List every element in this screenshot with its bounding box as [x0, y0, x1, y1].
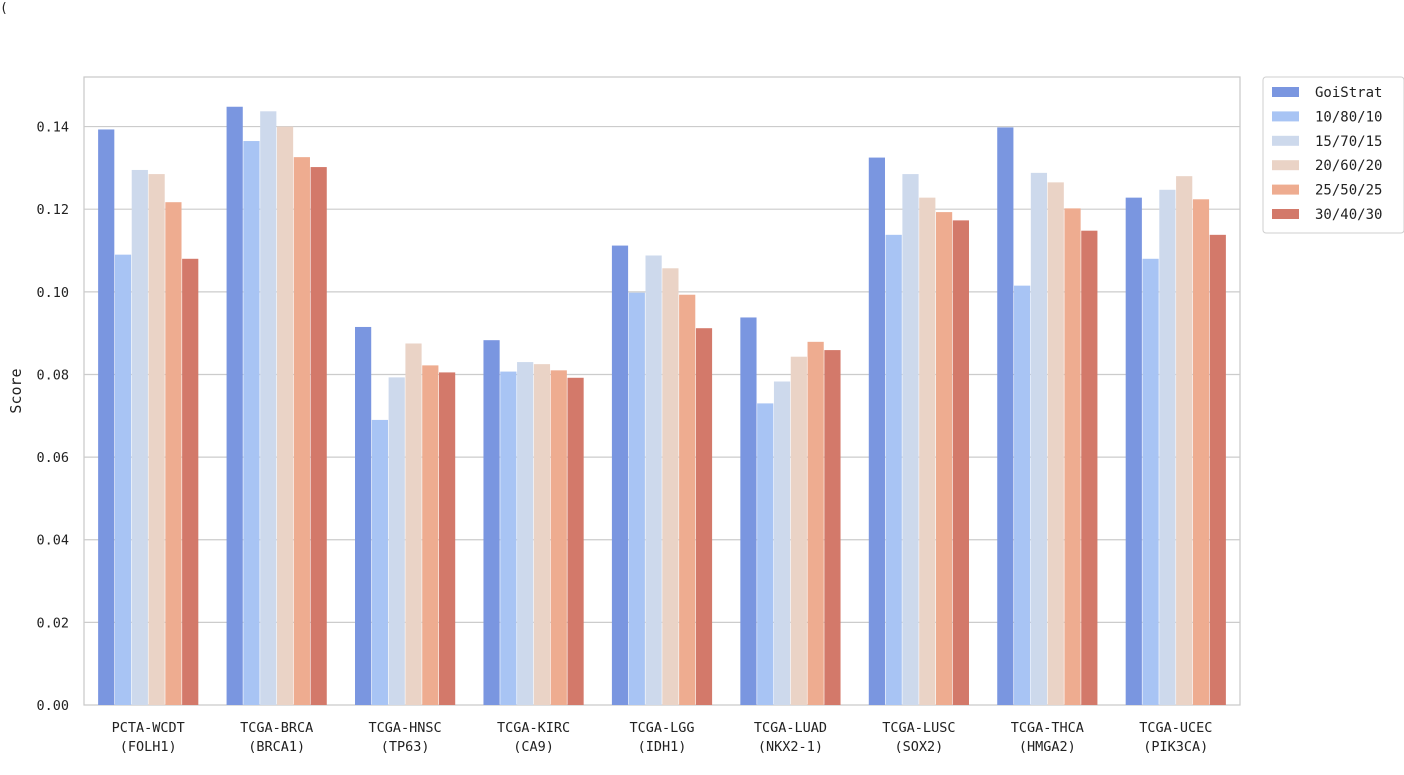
- bar: [695, 328, 713, 705]
- bar: [243, 141, 260, 706]
- y-axis-label: Score: [7, 368, 25, 413]
- bars: [98, 106, 1226, 706]
- bar: [1014, 285, 1031, 705]
- y-tick-label: 0.02: [36, 615, 69, 631]
- legend-entry-label: 15/70/15: [1315, 134, 1382, 150]
- x-tick-label: TCGA-LUSC (SOX2): [882, 720, 955, 755]
- legend-swatch: [1272, 184, 1299, 195]
- bar: [952, 220, 969, 705]
- bar: [1209, 234, 1226, 705]
- bar: [1176, 176, 1193, 705]
- bar: [500, 371, 517, 705]
- bar: [1030, 172, 1048, 706]
- bar: [260, 111, 277, 706]
- y-tick-label: 0.10: [36, 285, 69, 301]
- bar: [611, 245, 629, 705]
- x-tick-label: TCGA-HNSC (TP63): [369, 720, 442, 755]
- bar: [679, 294, 696, 705]
- bar: [388, 377, 405, 705]
- legend-entry-label: 25/50/25: [1315, 183, 1382, 199]
- bar: [439, 372, 456, 705]
- y-tick-label: 0.06: [36, 450, 69, 466]
- bar: [533, 364, 551, 705]
- legend-entry-label: GoiStrat: [1315, 85, 1382, 101]
- bar: [662, 268, 679, 705]
- y-axis-ticks: 0.00 0.02 0.04 0.06 0.08 0.10 0.12 0.14: [36, 120, 69, 714]
- legend-swatch: [1272, 209, 1299, 219]
- bar: [355, 326, 372, 705]
- bar: [310, 167, 327, 705]
- bar: [371, 419, 389, 705]
- x-tick-label: TCGA-BRCA (BRCA1): [240, 720, 313, 755]
- plot-area: [83, 76, 1241, 706]
- x-tick-label: TCGA-LUAD (NKX2-1): [754, 720, 827, 755]
- bar: [1159, 189, 1176, 706]
- bar: [824, 350, 841, 705]
- bar: [148, 174, 165, 706]
- bar: [1064, 208, 1081, 705]
- legend: GoiStrat 10/80/10 15/70/15 20/60/20 25/50/25…: [1262, 76, 1404, 234]
- x-tick-label: PCTA-WCDT (FOLH1): [112, 720, 185, 755]
- bar: [182, 258, 199, 705]
- y-tick-label: 0.04: [36, 533, 69, 549]
- bar: [98, 129, 115, 706]
- x-tick-label: TCGA-LGG (IDH1): [629, 720, 694, 755]
- bar: [276, 126, 294, 705]
- bar: [885, 234, 902, 705]
- bar: [757, 403, 774, 705]
- bar: [1192, 199, 1210, 706]
- bar: [483, 340, 500, 705]
- legend-swatch: [1272, 87, 1299, 97]
- bar: [293, 157, 310, 705]
- bar: [1081, 230, 1098, 705]
- gridlines: [84, 125, 1240, 623]
- bar: [935, 212, 953, 705]
- bar: [165, 202, 182, 705]
- y-tick-label: 0.14: [36, 120, 69, 136]
- bar: [997, 127, 1014, 705]
- bar: [645, 255, 662, 706]
- bar: [567, 377, 584, 705]
- bar: [131, 169, 148, 705]
- bar: [1047, 182, 1064, 706]
- bar: [1142, 258, 1159, 705]
- bar: [807, 341, 824, 705]
- legend-swatch: [1272, 160, 1299, 171]
- bar: [628, 292, 645, 705]
- legend-entry-label: 20/60/20: [1315, 158, 1382, 174]
- legend-swatch: [1272, 135, 1299, 146]
- x-tick-label: TCGA-UCEC (PIK3CA): [1139, 720, 1212, 755]
- stray-parenthesis: (: [0, 1, 8, 16]
- bar: [868, 157, 885, 705]
- y-tick-label: 0.12: [36, 202, 69, 218]
- bar: [550, 370, 567, 705]
- x-axis-ticks: PCTA-WCDT (FOLH1) TCGA-BRCA (BRCA1) TCGA-HNS…: [112, 720, 1213, 755]
- bar: [773, 381, 791, 705]
- bar: [405, 343, 422, 705]
- y-tick-label: 0.08: [36, 367, 69, 383]
- legend-entry-label: 10/80/10: [1315, 109, 1382, 125]
- bar: [919, 197, 936, 705]
- legend-swatch: [1272, 111, 1299, 122]
- y-tick-label: 0.00: [36, 698, 69, 714]
- bar: [790, 356, 807, 705]
- legend-entry-label: 30/40/30: [1315, 207, 1382, 223]
- x-tick-label: TCGA-THCA (HMGA2): [1011, 720, 1084, 755]
- x-tick-label: TCGA-KIRC (CA9): [497, 720, 570, 755]
- bar: [226, 106, 243, 705]
- bar: [422, 365, 439, 705]
- bar: [740, 317, 757, 705]
- bar: [517, 362, 534, 705]
- bar: [902, 174, 919, 706]
- bar: [1125, 197, 1142, 705]
- bar: [114, 254, 132, 705]
